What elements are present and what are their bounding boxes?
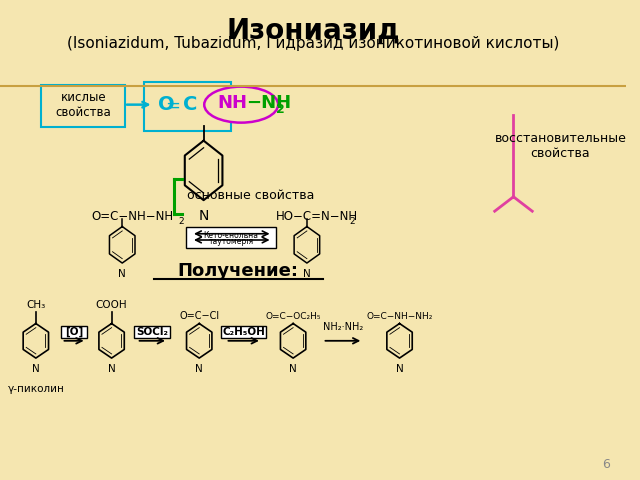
Text: COOH: COOH <box>96 300 127 310</box>
FancyBboxPatch shape <box>221 326 266 338</box>
Text: N: N <box>108 364 115 374</box>
Text: NH₂·NH₂: NH₂·NH₂ <box>323 322 364 332</box>
FancyBboxPatch shape <box>61 326 87 338</box>
FancyBboxPatch shape <box>41 85 125 127</box>
Text: γ-пиколин: γ-пиколин <box>8 384 64 394</box>
Text: N: N <box>396 364 403 374</box>
Text: Изониазид: Изониазид <box>227 17 400 45</box>
Text: O=C−NH−NH: O=C−NH−NH <box>91 210 173 224</box>
Text: −NH: −NH <box>246 94 291 112</box>
Text: 2: 2 <box>179 217 184 226</box>
Text: O=C−Cl: O=C−Cl <box>179 311 220 321</box>
Ellipse shape <box>204 86 278 122</box>
Text: таутомерія: таутомерія <box>209 237 253 246</box>
Text: 2: 2 <box>276 103 285 117</box>
FancyBboxPatch shape <box>134 326 170 338</box>
Text: O: O <box>158 95 175 114</box>
Text: Получение:: Получение: <box>177 262 298 280</box>
Text: C: C <box>183 95 197 114</box>
Text: N: N <box>303 269 311 279</box>
Text: N: N <box>198 209 209 223</box>
Text: =: = <box>165 96 180 115</box>
Text: CH₃: CH₃ <box>26 300 45 310</box>
Text: SOCl₂: SOCl₂ <box>136 327 168 337</box>
FancyBboxPatch shape <box>144 82 230 131</box>
Text: HO−C=N−NH: HO−C=N−NH <box>276 210 358 224</box>
Text: O=C−OC₂H₅: O=C−OC₂H₅ <box>266 312 321 321</box>
Text: Кето-єнольна: Кето-єнольна <box>204 231 259 240</box>
Text: N: N <box>118 269 126 279</box>
Text: основные свойства: основные свойства <box>187 189 314 203</box>
Text: кислые
свойства: кислые свойства <box>56 91 111 119</box>
Text: NH: NH <box>218 94 248 112</box>
Text: N: N <box>195 364 203 374</box>
Text: (Isoniazidum, Tubazidum, Гидразид изоникотиновой кислоты): (Isoniazidum, Tubazidum, Гидразид изоник… <box>67 36 559 51</box>
Text: [O]: [O] <box>65 327 83 337</box>
Text: 2: 2 <box>349 217 355 226</box>
Text: 6: 6 <box>603 458 611 471</box>
Text: N: N <box>289 364 297 374</box>
Text: O=C−NH−NH₂: O=C−NH−NH₂ <box>366 312 433 321</box>
Text: C₂H₅OH: C₂H₅OH <box>222 327 265 337</box>
Text: N: N <box>32 364 40 374</box>
FancyBboxPatch shape <box>186 227 276 248</box>
Text: восстановительные
свойства: восстановительные свойства <box>495 132 627 160</box>
